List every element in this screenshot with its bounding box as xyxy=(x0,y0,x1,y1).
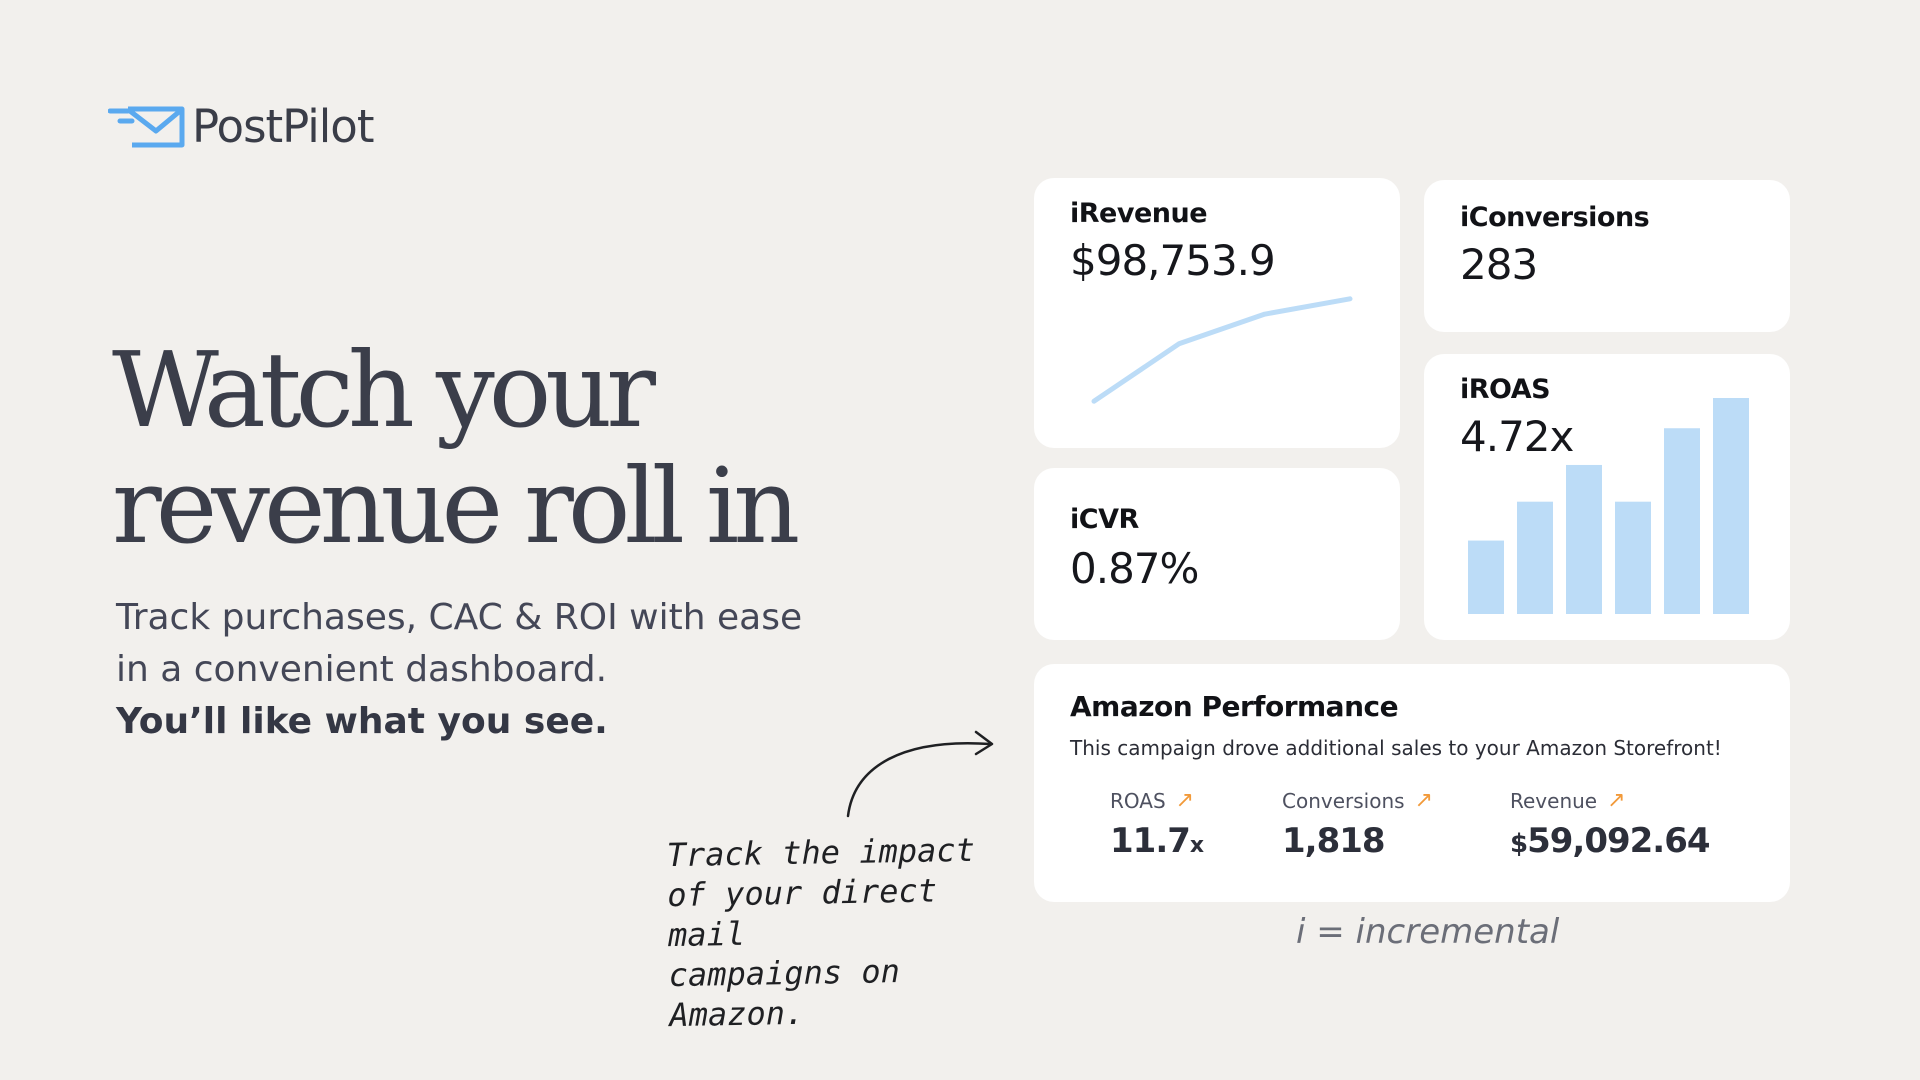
iroas-bar-5 xyxy=(1664,428,1700,614)
arrow-up-right-icon: ↗ xyxy=(1607,788,1626,813)
irevenue-card: iRevenue $98,753.9 xyxy=(1034,178,1400,448)
iroas-bar-2 xyxy=(1517,501,1553,614)
iconversions-value: 283 xyxy=(1460,240,1538,289)
metric-roas-value: 11.7 xyxy=(1110,821,1191,861)
metric-conversions-value: 1,818 xyxy=(1282,821,1386,861)
subtext-line-2: in a convenient dashboard. xyxy=(116,649,608,690)
metric-revenue-label: Revenue xyxy=(1510,788,1598,813)
irevenue-line-chart xyxy=(1091,296,1353,404)
headline-line-2: revenue roll in xyxy=(112,445,800,567)
iroas-card: iROAS 4.72x xyxy=(1424,354,1790,640)
handwritten-annotation: Track the impact of your direct mail cam… xyxy=(666,829,1029,1035)
metric-revenue-value: 59,092.64 xyxy=(1527,821,1710,861)
annotation-line-1: Track the impact xyxy=(666,830,976,875)
icvr-value: 0.87% xyxy=(1070,544,1199,593)
hero-subtext: Track purchases, CAC & ROI with ease in … xyxy=(116,592,836,748)
icvr-label: iCVR xyxy=(1070,504,1139,535)
hero-headline: Watch your revenue roll in xyxy=(112,332,872,564)
brand-logo: PostPilot xyxy=(108,100,374,153)
metric-conversions-label: Conversions xyxy=(1282,788,1405,813)
irevenue-trend-line xyxy=(1091,296,1353,404)
mail-icon xyxy=(108,106,185,147)
metric-roas-suffix: x xyxy=(1189,833,1204,858)
curved-arrow-icon xyxy=(846,730,994,818)
iroas-bar-3 xyxy=(1566,464,1602,614)
metric-conversions: Conversions ↗ 1,818 xyxy=(1282,788,1433,861)
metric-revenue-prefix: $ xyxy=(1510,829,1528,859)
iconversions-card: iConversions 283 xyxy=(1424,180,1790,332)
iconversions-label: iConversions xyxy=(1460,202,1650,233)
subtext-line-1: Track purchases, CAC & ROI with ease xyxy=(116,597,803,638)
amazon-title: Amazon Performance xyxy=(1070,690,1399,723)
arrow-up-right-icon: ↗ xyxy=(1175,788,1195,813)
amazon-description: This campaign drove additional sales to … xyxy=(1070,736,1722,760)
iroas-bar-chart xyxy=(1468,398,1749,614)
metric-roas-label: ROAS xyxy=(1110,788,1166,813)
amazon-performance-card: Amazon Performance This campaign drove a… xyxy=(1034,664,1790,902)
metric-roas: ROAS ↗ 11.7x xyxy=(1110,788,1204,861)
annotation-line-2: of your direct mail xyxy=(666,871,938,955)
metric-revenue: Revenue ↗ $59,092.64 xyxy=(1510,788,1711,861)
headline-line-1: Watch your xyxy=(112,329,656,451)
iroas-bar-1 xyxy=(1468,540,1504,614)
subtext-emphasis: You’ll like what you see. xyxy=(116,701,608,742)
iroas-bar-6 xyxy=(1713,398,1749,614)
iroas-label: iROAS xyxy=(1460,374,1551,405)
iroas-bar-4 xyxy=(1615,501,1651,614)
annotation-line-3: campaigns on Amazon. xyxy=(668,952,901,1035)
iroas-value: 4.72x xyxy=(1460,412,1574,461)
icvr-card: iCVR 0.87% xyxy=(1034,468,1400,640)
irevenue-label: iRevenue xyxy=(1070,198,1208,229)
brand-name: PostPilot xyxy=(192,100,374,153)
incremental-footnote: i = incremental xyxy=(1296,912,1560,952)
arrow-up-right-icon: ↗ xyxy=(1414,788,1433,813)
irevenue-value: $98,753.9 xyxy=(1070,236,1276,285)
